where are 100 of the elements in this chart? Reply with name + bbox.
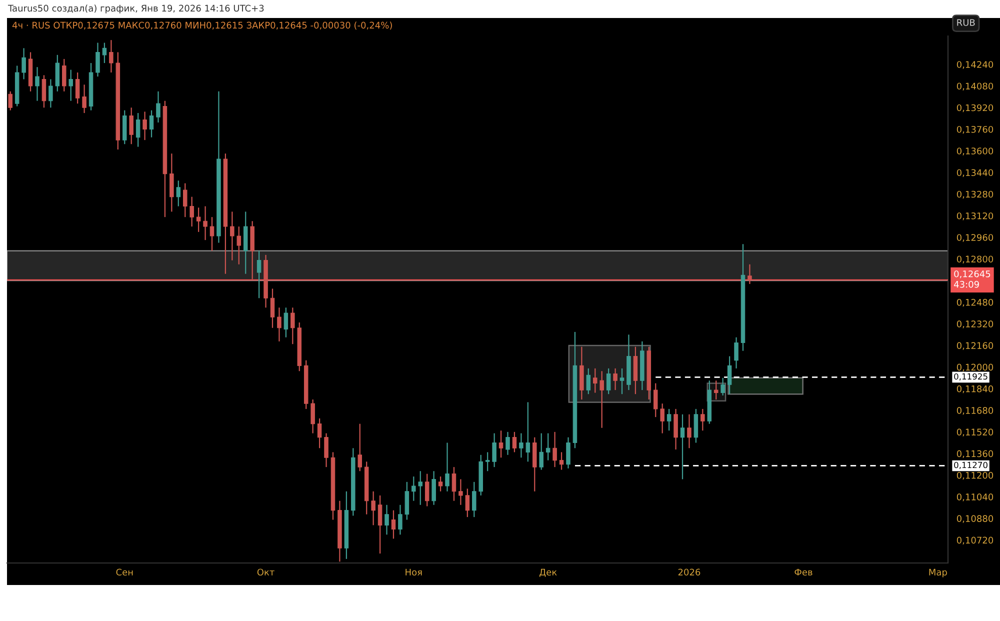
y-tick-label: 0,13760: [956, 126, 994, 134]
y-tick-label: 0,12800: [956, 256, 994, 264]
candlestick: [620, 368, 624, 395]
ref-line-label: 0,12645 43:09: [954, 270, 990, 288]
candlestick: [472, 481, 476, 518]
candlestick: [55, 54, 60, 92]
candlestick: [82, 84, 86, 114]
candlestick: [700, 408, 705, 432]
candlestick: [236, 226, 242, 265]
candlestick: [566, 436, 570, 469]
candlestick: [613, 368, 618, 391]
candlestick: [317, 418, 322, 449]
y-tick-label: 0,12000: [956, 364, 994, 372]
candlestick: [418, 470, 422, 506]
candlestick: [129, 107, 134, 145]
candlestick: [62, 58, 66, 92]
candlestick: [674, 408, 678, 450]
candlestick: [48, 78, 53, 108]
candlestick: [35, 66, 40, 102]
candlestick: [714, 380, 718, 400]
candlestick: [8, 90, 12, 111]
candlestick: [512, 431, 517, 453]
candlestick: [136, 112, 140, 148]
candlestick: [734, 336, 738, 369]
candlestick: [492, 432, 496, 468]
y-tick-label: 0,11040: [956, 494, 994, 502]
candlestick: [142, 111, 147, 141]
x-tick-label: Фев: [794, 568, 812, 576]
y-tick-label: 0,12480: [956, 298, 994, 307]
candlestick: [445, 442, 450, 492]
candlestick: [485, 452, 490, 472]
x-tick-label: Сен: [116, 568, 133, 576]
candlestick: [452, 466, 456, 502]
candlestick: [586, 368, 591, 395]
candlestick: [398, 504, 402, 536]
candlestick: [660, 402, 664, 434]
candlestick: [694, 408, 698, 444]
candlestick: [290, 307, 295, 345]
candlestick: [256, 250, 262, 299]
candlestick: [546, 432, 550, 461]
candlestick: [149, 110, 154, 138]
candlestick: [22, 48, 26, 80]
chart-subtitle: 4ч · RUS ОТКР0,12675 МАКС0,12760 МИН0,12615 ЗАКР0,12645 -0,00030 (-0,24%): [12, 22, 392, 30]
candlestick: [458, 478, 463, 506]
y-tick-label: 0,11840: [956, 385, 994, 394]
candlestick: [170, 153, 174, 212]
candlestick: [687, 414, 692, 449]
candlestick: [748, 264, 752, 285]
candlestick: [190, 196, 194, 228]
candlestick: [310, 398, 315, 434]
y-tick-label: 0,12320: [956, 320, 994, 328]
x-tick-label: Ноя: [406, 568, 422, 576]
candlestick: [552, 431, 557, 468]
candlestick: [176, 180, 181, 207]
candlestick: [284, 307, 288, 338]
y-tick-label: 0,10720: [956, 536, 994, 545]
y-tick-label: 0,11360: [956, 450, 994, 458]
candlestick: [358, 423, 362, 472]
candlestick: [378, 494, 382, 554]
x-tick-label: Мар: [929, 568, 947, 578]
candlestick: [412, 476, 416, 502]
candlestick: [424, 473, 430, 507]
y-tick-label: 0,14080: [956, 82, 994, 90]
x-tick-label: Дек: [539, 568, 557, 577]
data-label: 0,11270: [954, 462, 988, 469]
candlestick: [720, 377, 725, 396]
y-tick-label: 0,13120: [956, 212, 994, 220]
candlestick: [384, 504, 389, 536]
y-tick-label: 0,10880: [956, 515, 994, 523]
candlestick: [432, 470, 436, 506]
y-tick-label: 0,11680: [956, 407, 994, 415]
candlestick: [270, 288, 275, 328]
candlestick: [680, 414, 685, 480]
candlestick: [600, 370, 604, 428]
candlestick: [727, 356, 732, 395]
candlestick: [606, 368, 611, 395]
candlestick: [210, 216, 214, 252]
candlestick: [96, 42, 100, 78]
candlestick: [438, 476, 443, 492]
candlestick: [519, 432, 524, 458]
candlestick: [498, 430, 504, 458]
candlestick: [203, 206, 208, 241]
candlestick: [539, 432, 544, 470]
y-tick-label: 0,12160: [956, 342, 994, 350]
candlestick: [156, 90, 160, 124]
y-tick-label: 0,13280: [956, 190, 994, 199]
candlestick: [324, 432, 328, 468]
candlestick: [404, 481, 410, 520]
candlestick: [506, 431, 510, 456]
candlestick: [277, 307, 282, 342]
candlestick: [653, 382, 658, 418]
y-axis-title: RUB: [957, 19, 975, 26]
candlestick: [592, 368, 598, 394]
chart-title: Taurus50 создал(а) график, Янв 19, 2026 14:16 UTC+3: [8, 4, 264, 14]
y-tick-label: 0,14240: [956, 61, 994, 69]
candlestick: [465, 488, 470, 518]
x-tick-label: Окт: [257, 568, 274, 576]
candlestick: [391, 510, 396, 540]
y-tick-label: 0,13920: [956, 104, 994, 112]
data-label: 0,11925: [954, 373, 988, 380]
